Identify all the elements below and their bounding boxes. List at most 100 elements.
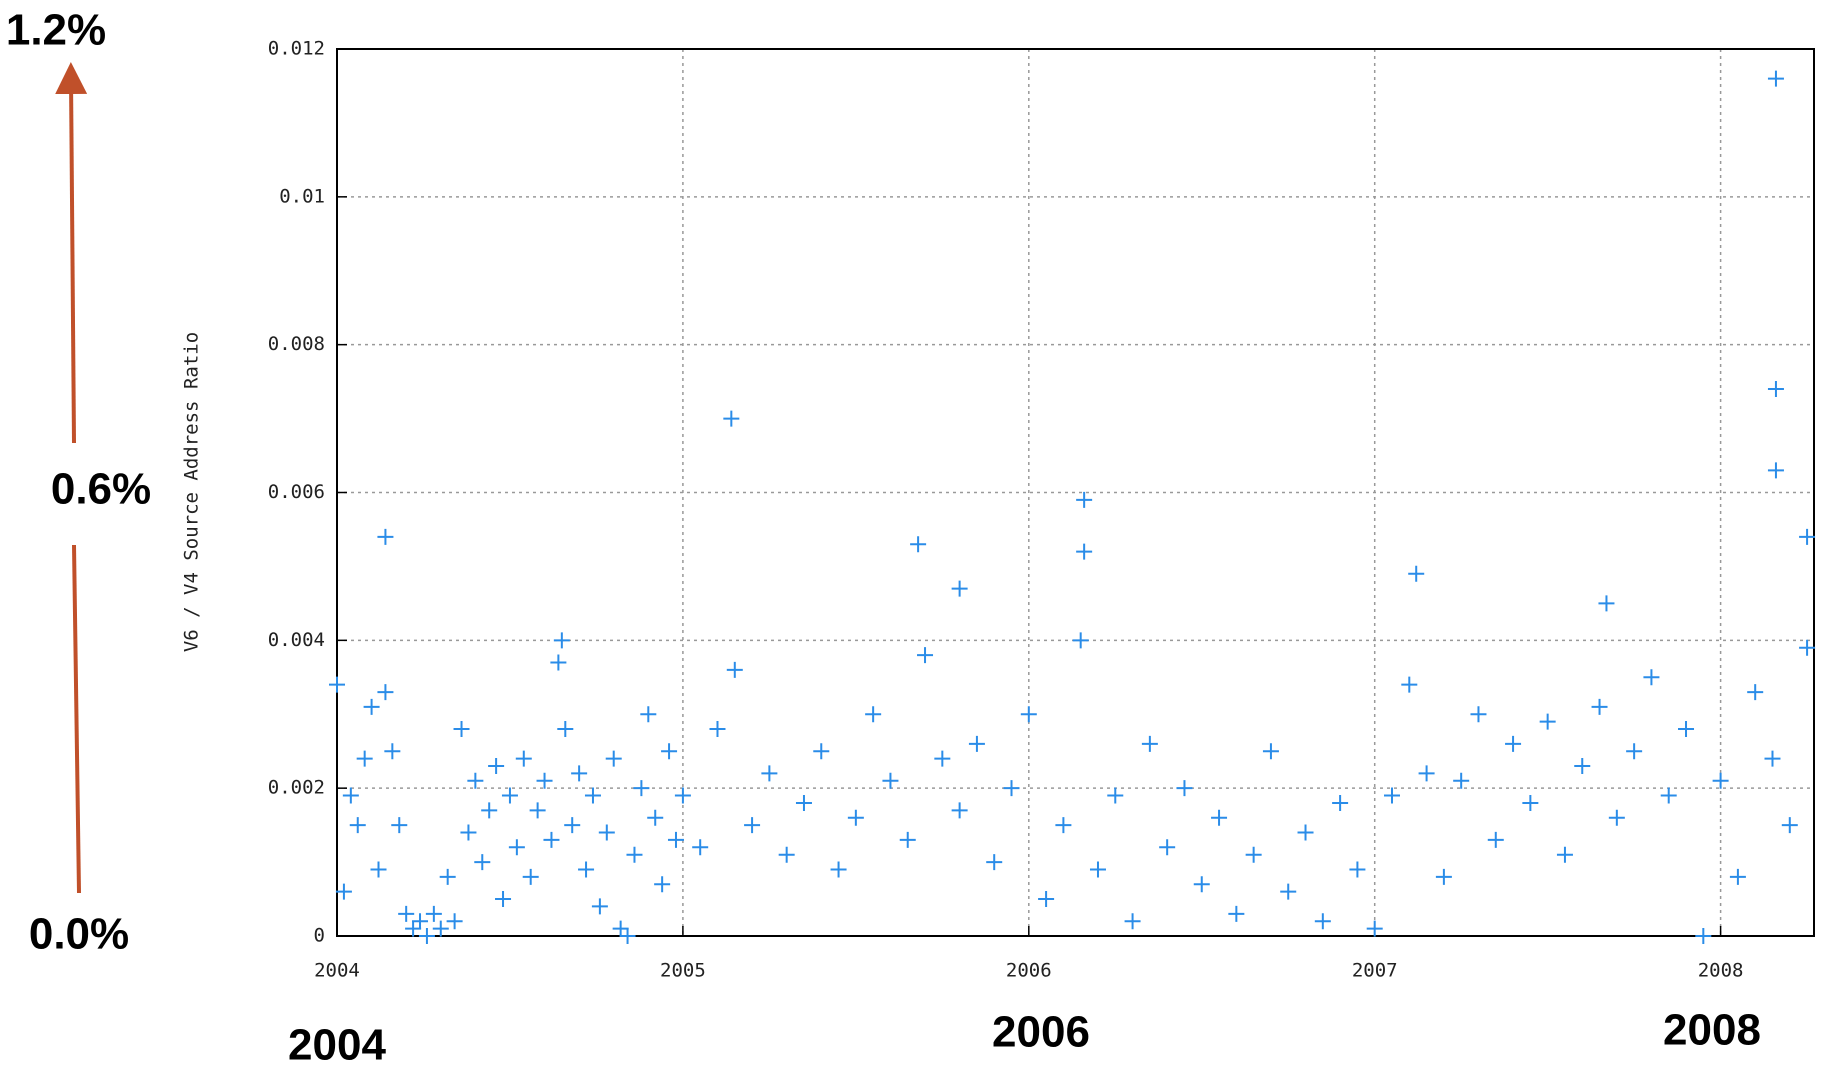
point bbox=[467, 772, 484, 789]
point bbox=[356, 750, 373, 767]
annotation: 2004 bbox=[288, 1021, 386, 1070]
arrow-upper bbox=[55, 62, 88, 444]
point bbox=[1539, 713, 1556, 730]
point bbox=[1089, 861, 1106, 878]
point bbox=[1262, 743, 1279, 760]
point bbox=[405, 920, 422, 937]
point bbox=[1747, 684, 1764, 701]
plot-frame bbox=[336, 48, 1815, 937]
point bbox=[1505, 735, 1522, 752]
point bbox=[910, 536, 927, 553]
point bbox=[377, 528, 394, 545]
point bbox=[661, 743, 678, 760]
point bbox=[1608, 809, 1625, 826]
point bbox=[1384, 787, 1400, 804]
point bbox=[495, 891, 512, 908]
point bbox=[591, 898, 608, 915]
point bbox=[329, 676, 345, 693]
point bbox=[377, 684, 394, 701]
point bbox=[882, 772, 899, 789]
point bbox=[647, 809, 664, 826]
point bbox=[951, 580, 968, 597]
point bbox=[446, 913, 463, 930]
point bbox=[1556, 846, 1573, 863]
point bbox=[391, 817, 408, 834]
point bbox=[1418, 765, 1435, 782]
point bbox=[1598, 595, 1615, 612]
point bbox=[488, 757, 505, 774]
point bbox=[553, 632, 570, 649]
point bbox=[1003, 780, 1020, 797]
y-tick-label: 0.006 bbox=[268, 481, 325, 503]
y-tick-label: 0.012 bbox=[268, 38, 325, 60]
point bbox=[508, 839, 525, 856]
annotation: 1.2% bbox=[6, 6, 106, 55]
point bbox=[453, 721, 470, 738]
point bbox=[1767, 70, 1784, 87]
point bbox=[795, 794, 812, 811]
point bbox=[1038, 891, 1055, 908]
point bbox=[335, 883, 352, 900]
point bbox=[1799, 528, 1816, 545]
point bbox=[363, 698, 380, 715]
x-tick-label: 2008 bbox=[1698, 960, 1744, 982]
x-tick-label: 2005 bbox=[660, 960, 706, 982]
point bbox=[1453, 772, 1470, 789]
y-tick-label: 0 bbox=[314, 925, 325, 947]
point bbox=[1055, 817, 1072, 834]
point bbox=[543, 831, 560, 848]
annotation: 2008 bbox=[1663, 1006, 1761, 1055]
point bbox=[1314, 913, 1331, 930]
point bbox=[723, 410, 740, 427]
y-tick-label: 0.01 bbox=[279, 185, 325, 207]
point bbox=[1695, 928, 1712, 944]
point bbox=[1280, 883, 1297, 900]
point bbox=[1211, 809, 1228, 826]
point bbox=[398, 905, 415, 922]
point bbox=[1193, 876, 1210, 893]
point bbox=[425, 905, 442, 922]
point bbox=[1764, 750, 1781, 767]
point bbox=[612, 920, 629, 937]
point bbox=[384, 743, 401, 760]
point bbox=[1591, 698, 1608, 715]
point bbox=[571, 765, 588, 782]
point bbox=[1435, 868, 1452, 885]
point bbox=[778, 846, 795, 863]
annotation: 0.6% bbox=[51, 465, 151, 514]
point bbox=[1626, 743, 1643, 760]
point bbox=[536, 772, 553, 789]
point bbox=[598, 824, 615, 841]
point bbox=[1245, 846, 1262, 863]
point bbox=[1124, 913, 1141, 930]
point bbox=[1522, 794, 1539, 811]
point bbox=[439, 868, 456, 885]
arrow-lower bbox=[72, 544, 81, 894]
point bbox=[1076, 491, 1093, 508]
point bbox=[847, 809, 864, 826]
point bbox=[1176, 780, 1193, 797]
x-tick-label: 2007 bbox=[1352, 960, 1398, 982]
point bbox=[1349, 861, 1366, 878]
point bbox=[412, 913, 429, 930]
point bbox=[899, 831, 916, 848]
point bbox=[1767, 381, 1784, 398]
point bbox=[481, 802, 498, 819]
point bbox=[633, 780, 650, 797]
point bbox=[564, 817, 581, 834]
y-tick-label: 0.002 bbox=[268, 777, 325, 799]
point bbox=[1159, 839, 1176, 856]
point bbox=[460, 824, 477, 841]
y-axis-label: V6 / V4 Source Address Ratio bbox=[181, 332, 203, 652]
point bbox=[550, 654, 567, 671]
point bbox=[934, 750, 951, 767]
point bbox=[1141, 735, 1158, 752]
point bbox=[626, 846, 643, 863]
point bbox=[342, 787, 359, 804]
x-tick-label: 2006 bbox=[1006, 960, 1052, 982]
point bbox=[951, 802, 968, 819]
point bbox=[674, 787, 691, 804]
point bbox=[1781, 817, 1798, 834]
point bbox=[917, 647, 934, 664]
